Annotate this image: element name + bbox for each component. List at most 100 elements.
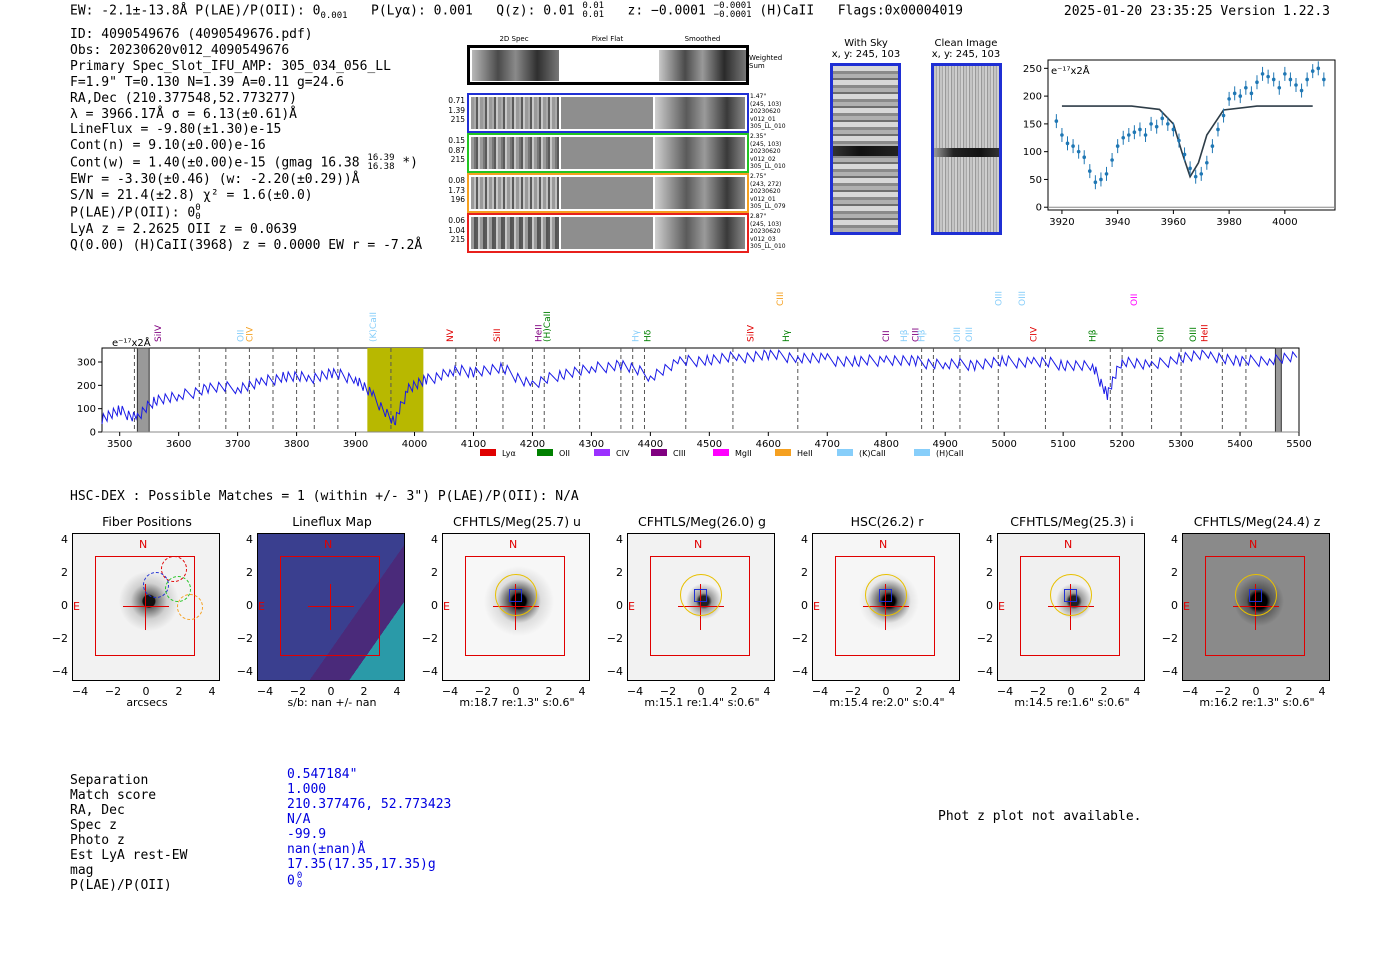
zoom-xtick-label: 3960 <box>1161 217 1186 228</box>
panel-aperture-box <box>650 556 750 656</box>
zoom-data-point <box>1260 72 1265 76</box>
zoom-data-point <box>1138 127 1142 132</box>
panel-xtick: −2 <box>844 685 862 698</box>
zoom-data-point <box>1127 133 1131 137</box>
spectrum-line-label: Hβ <box>918 329 928 342</box>
legend-swatch <box>713 449 729 456</box>
spectrum-ytick-label: 100 <box>77 404 96 415</box>
spectrum-ytick-label: 200 <box>77 381 96 392</box>
spectrum-xtick-label: 3700 <box>225 439 250 450</box>
spectrum-line-label: SiII <box>493 328 503 342</box>
spectrum-line-label: OIII <box>953 327 963 342</box>
cutout-meta-line: v012_02 <box>750 155 776 163</box>
panel-xtick: 0 <box>1252 685 1260 698</box>
zoom-data-point <box>1132 130 1137 135</box>
zoom-data-point <box>1071 144 1075 148</box>
panel-ytick: 0 <box>1171 599 1178 612</box>
match-value-text: 0 <box>287 873 295 889</box>
cutout-meta-line: 2.75" <box>750 173 767 180</box>
legend-label: CIV <box>616 449 630 458</box>
panel-ytick: 2 <box>616 566 623 579</box>
spectrum-line-label: (K)CaII <box>369 312 379 342</box>
ew-plae-text: EW: -2.1±-13.8Å P(LAE)/P(OII): 0 <box>70 3 321 19</box>
spectrum-legend: Lyα OII CIV CIII MgII HeII (K)CaII (H)CaII <box>480 449 963 458</box>
cutout-stat: 215 <box>450 235 465 244</box>
panel-ytick: −2 <box>421 632 438 645</box>
cutout-2d <box>471 137 559 169</box>
cutout-stat: 0.87 <box>448 145 465 155</box>
zoom-data-point <box>1160 116 1165 121</box>
panel-xtick: 2 <box>545 685 553 698</box>
panel-xtick: −4 <box>441 685 459 698</box>
panel-ytick: −2 <box>1161 632 1178 645</box>
line-id: (H)CaII <box>759 3 815 19</box>
north-label: N <box>694 538 703 551</box>
panel-ytick: 4 <box>246 533 253 546</box>
cutout-row-stats: 0.15 0.87 215 <box>437 136 465 165</box>
panel-xtick: 2 <box>730 685 738 698</box>
cutout-meta-line: 20230620 <box>750 108 781 116</box>
panel-crosshair-v <box>330 584 332 630</box>
detection-ewr: EWr = -3.30(±0.46) (w: -2.20(±0.29))Å <box>70 172 360 188</box>
spectrum-line-label: OIII <box>994 291 1004 306</box>
panel-xtick: 2 <box>915 685 923 698</box>
spectrum-xtick-label: 4600 <box>756 439 781 450</box>
detection-obs: Obs: 20230620v012_4090549676 <box>70 42 290 58</box>
panel-ytick: 4 <box>431 533 438 546</box>
zoom-data-point <box>1177 138 1181 143</box>
spectrum-bands <box>102 347 1299 433</box>
cutout-row-frame <box>467 213 749 253</box>
detection-lya-z: LyA z = 2.2625 OII z = 0.0639 <box>70 222 297 238</box>
match-label: RA, Dec <box>70 803 125 818</box>
panel-title: HSC(26.2) r <box>850 514 924 529</box>
cutout-row-meta: 2.35" (245, 103) 20230620 v012_02 305_LL_010 <box>750 133 800 171</box>
with-sky-title-text: With Sky <box>844 38 888 49</box>
zoom-data-point <box>1205 160 1209 165</box>
cutout-meta-line: 305_LL_079 <box>750 203 786 211</box>
zoom-data-point <box>1154 124 1159 129</box>
cutout-stat: 1.39 <box>448 105 465 115</box>
spectrum-masked-band <box>136 347 150 433</box>
zoom-data-point <box>1082 155 1087 160</box>
legend-swatch <box>775 449 791 456</box>
cutout-stat: 0.08 <box>448 176 465 185</box>
panel-ytick: −4 <box>1161 665 1178 678</box>
legend-label: OII <box>559 449 570 458</box>
match-label: mag <box>70 863 94 878</box>
panel-xtick: 2 <box>360 685 368 698</box>
spectrum-line-label: CIII <box>776 292 786 306</box>
spectrum-line-label: Hβ <box>1089 329 1099 342</box>
plae-oii-sub: 0 <box>195 212 201 223</box>
match-value: 1.000 <box>287 782 326 797</box>
panel-caption: m:18.7 re:1.3" s:0.6" <box>459 696 575 709</box>
panel-xtick: 4 <box>208 685 216 698</box>
cutout-meta-line: 2.87" <box>750 213 767 220</box>
cutout-flat <box>561 217 653 249</box>
panel-ytick: −2 <box>606 632 623 645</box>
spectrum-line-label: OII <box>1130 294 1140 306</box>
weighted-sum-2d <box>472 50 559 81</box>
panel-xtick: −4 <box>996 685 1014 698</box>
spectrum-line-label: Hγ <box>782 329 792 342</box>
match-plae-sup: 0 <box>296 871 303 881</box>
cutout-meta-line: 305_LL_010 <box>750 163 786 171</box>
panel-xtick: −2 <box>474 685 492 698</box>
panel-title: CFHTLS/Meg(25.7) u <box>453 514 581 529</box>
spectrum-line-label: NV <box>446 328 456 342</box>
cutout-stat: 0.15 <box>448 136 465 145</box>
col-header-flat: Pixel Flat <box>591 35 624 43</box>
source-box <box>1249 589 1262 602</box>
with-sky-trace <box>833 146 898 156</box>
panel-ytick: −4 <box>606 665 623 678</box>
zoom-plot: e⁻¹⁷x2Å 3920 3940 3960 3980 4000 0 50 100 150 200… <box>1023 59 1336 228</box>
spectrum-xtick-label: 4200 <box>520 439 545 450</box>
east-label: E <box>73 600 80 613</box>
cutout-2d <box>471 97 559 129</box>
panel-caption: m:14.5 re:1.6" s:0.6" <box>1014 696 1130 709</box>
legend-swatch <box>594 449 610 456</box>
cont-w-end: *) <box>402 155 418 171</box>
zoom-data-point <box>1104 172 1109 176</box>
zoom-xtick-label: 3980 <box>1216 217 1241 228</box>
